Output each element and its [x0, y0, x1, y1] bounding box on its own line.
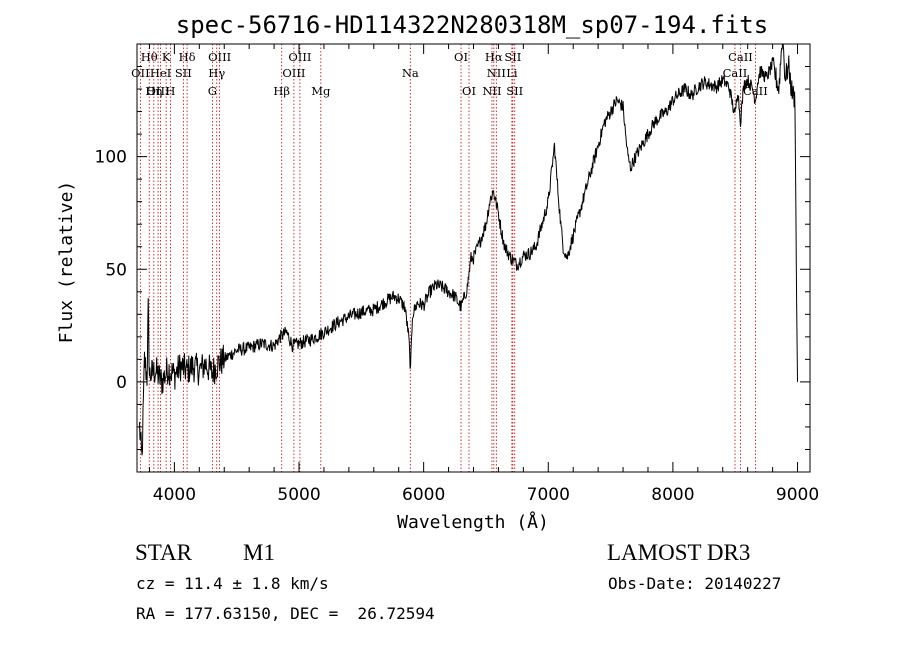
spectral-line-label: K: [162, 50, 171, 64]
chart-title: spec-56716-HD114322N280318M_sp07-194.fit…: [176, 11, 768, 39]
survey-name: LAMOST DR3: [607, 540, 751, 565]
x-axis: 4000 5000 6000 7000 8000 9000: [148, 44, 819, 505]
spectral-line-label: Hα: [485, 50, 503, 64]
x-axis-label: Wavelength (Å): [397, 511, 549, 533]
x-tick-label: 6000: [402, 485, 445, 505]
spectral-line-label: SII: [506, 84, 523, 98]
spectral-line-label: H: [165, 84, 175, 98]
spectral-line-label: OIII: [288, 50, 311, 64]
spectral-line-label: OII: [131, 66, 150, 80]
spectral-line-markers: [139, 44, 756, 472]
x-tick-label: 8000: [651, 485, 694, 505]
observation-date: Obs-Date: 20140227: [608, 574, 782, 593]
spectral-line-label: OI: [462, 84, 476, 98]
spectral-line-label: NII: [482, 84, 501, 98]
x-tick-label: 7000: [527, 485, 570, 505]
spectral-line-label: Hβ: [273, 84, 290, 98]
y-tick-label: 50: [105, 260, 127, 280]
spectral-line-label: Mg: [311, 84, 331, 98]
spectral-line-label: HeI: [150, 66, 171, 80]
spectral-line-label: Li: [506, 66, 518, 80]
y-axis: 0 50 100: [95, 66, 810, 450]
y-axis-label: Flux (relative): [56, 181, 77, 344]
spectral-line-label: OIII: [208, 50, 231, 64]
spectral-line-label: NII: [487, 66, 506, 80]
y-tick-label: 0: [116, 373, 127, 393]
spectral-line-label: Na: [402, 66, 419, 80]
spectral-line-label: SII: [504, 50, 521, 64]
spectral-line-label: Hη: [145, 84, 162, 98]
spectral-line-label: OIII: [282, 66, 305, 80]
x-tick-label: 9000: [776, 485, 819, 505]
y-tick-label: 100: [95, 148, 127, 168]
spectral-line-label: Hθ: [141, 50, 158, 64]
spectral-line-label: G: [208, 84, 217, 98]
x-tick-label: 4000: [153, 485, 196, 505]
spectrum-trace: [139, 43, 798, 456]
spectral-line-label: OI: [454, 50, 468, 64]
redshift-cz: cz = 11.4 ± 1.8 km/s: [136, 574, 329, 593]
sky-coordinates: RA = 177.63150, DEC = 26.72594: [136, 604, 435, 623]
spectral-line-label: Hγ: [208, 66, 225, 80]
spectral-line-label: CaII: [728, 50, 753, 64]
object-subclass: M1: [243, 540, 275, 565]
spectral-line-label: Hδ: [179, 50, 196, 64]
spectral-line-label: OIII: [147, 84, 170, 98]
spectral-line-label: CaII: [723, 66, 748, 80]
object-class: STAR: [135, 540, 192, 565]
spectral-line-label: SII: [175, 66, 192, 80]
x-tick-label: 5000: [277, 485, 320, 505]
